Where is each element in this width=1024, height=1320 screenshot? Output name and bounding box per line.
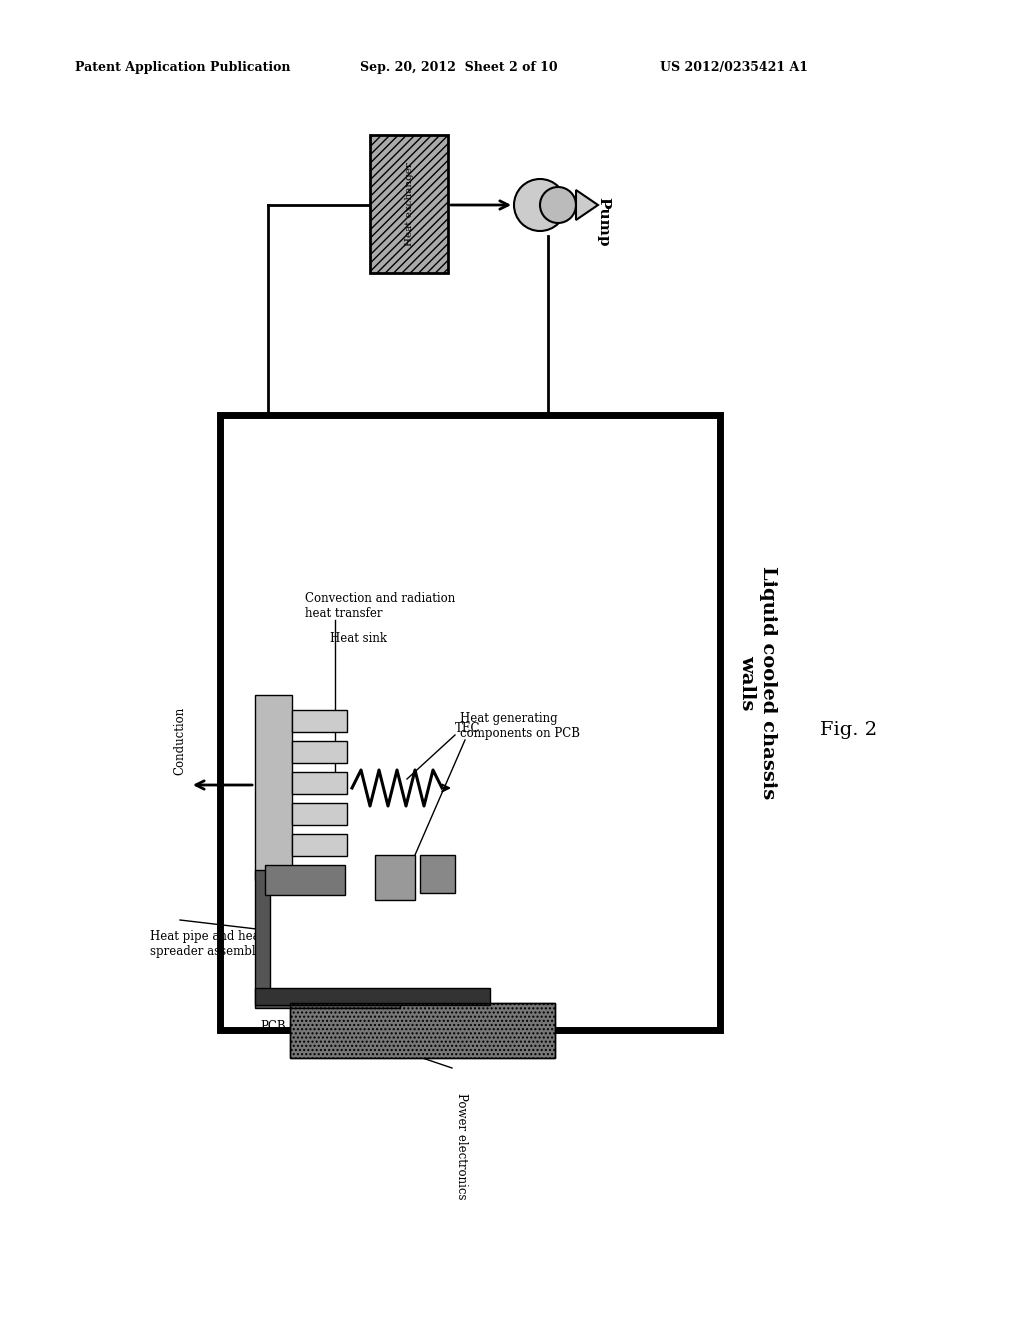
Text: Convection and radiation
heat transfer: Convection and radiation heat transfer <box>305 591 456 620</box>
Circle shape <box>514 180 566 231</box>
Bar <box>290 1003 555 1059</box>
Bar <box>220 414 720 1030</box>
Circle shape <box>540 187 575 223</box>
Bar <box>255 870 270 990</box>
Text: TEC: TEC <box>455 722 480 735</box>
Bar <box>265 865 345 895</box>
Text: PCB: PCB <box>260 1020 286 1034</box>
Bar <box>420 855 455 894</box>
Text: US 2012/0235421 A1: US 2012/0235421 A1 <box>660 62 808 74</box>
Bar <box>290 1003 555 1059</box>
Bar <box>375 855 415 900</box>
Text: Heat generating
components on PCB: Heat generating components on PCB <box>460 711 580 741</box>
Bar <box>292 772 347 795</box>
Text: Liquid cooled chassis
walls: Liquid cooled chassis walls <box>738 566 777 799</box>
Polygon shape <box>575 190 598 220</box>
Text: Heat exchanger: Heat exchanger <box>404 162 414 246</box>
Text: Power electronics: Power electronics <box>455 1093 468 1200</box>
Bar <box>370 135 449 273</box>
Bar <box>255 990 400 1008</box>
Bar <box>292 834 347 855</box>
Bar <box>292 803 347 825</box>
Bar <box>292 710 347 733</box>
Bar <box>292 741 347 763</box>
Text: Heat sink: Heat sink <box>330 632 387 645</box>
Text: Conduction: Conduction <box>173 706 186 775</box>
Text: Patent Application Publication: Patent Application Publication <box>75 62 291 74</box>
Text: Sep. 20, 2012  Sheet 2 of 10: Sep. 20, 2012 Sheet 2 of 10 <box>360 62 558 74</box>
Bar <box>255 696 292 880</box>
Bar <box>255 987 490 1005</box>
Text: Pump: Pump <box>596 197 610 247</box>
Text: Fig. 2: Fig. 2 <box>820 721 878 739</box>
Text: Heat pipe and heat
spreader assembly: Heat pipe and heat spreader assembly <box>150 931 264 958</box>
